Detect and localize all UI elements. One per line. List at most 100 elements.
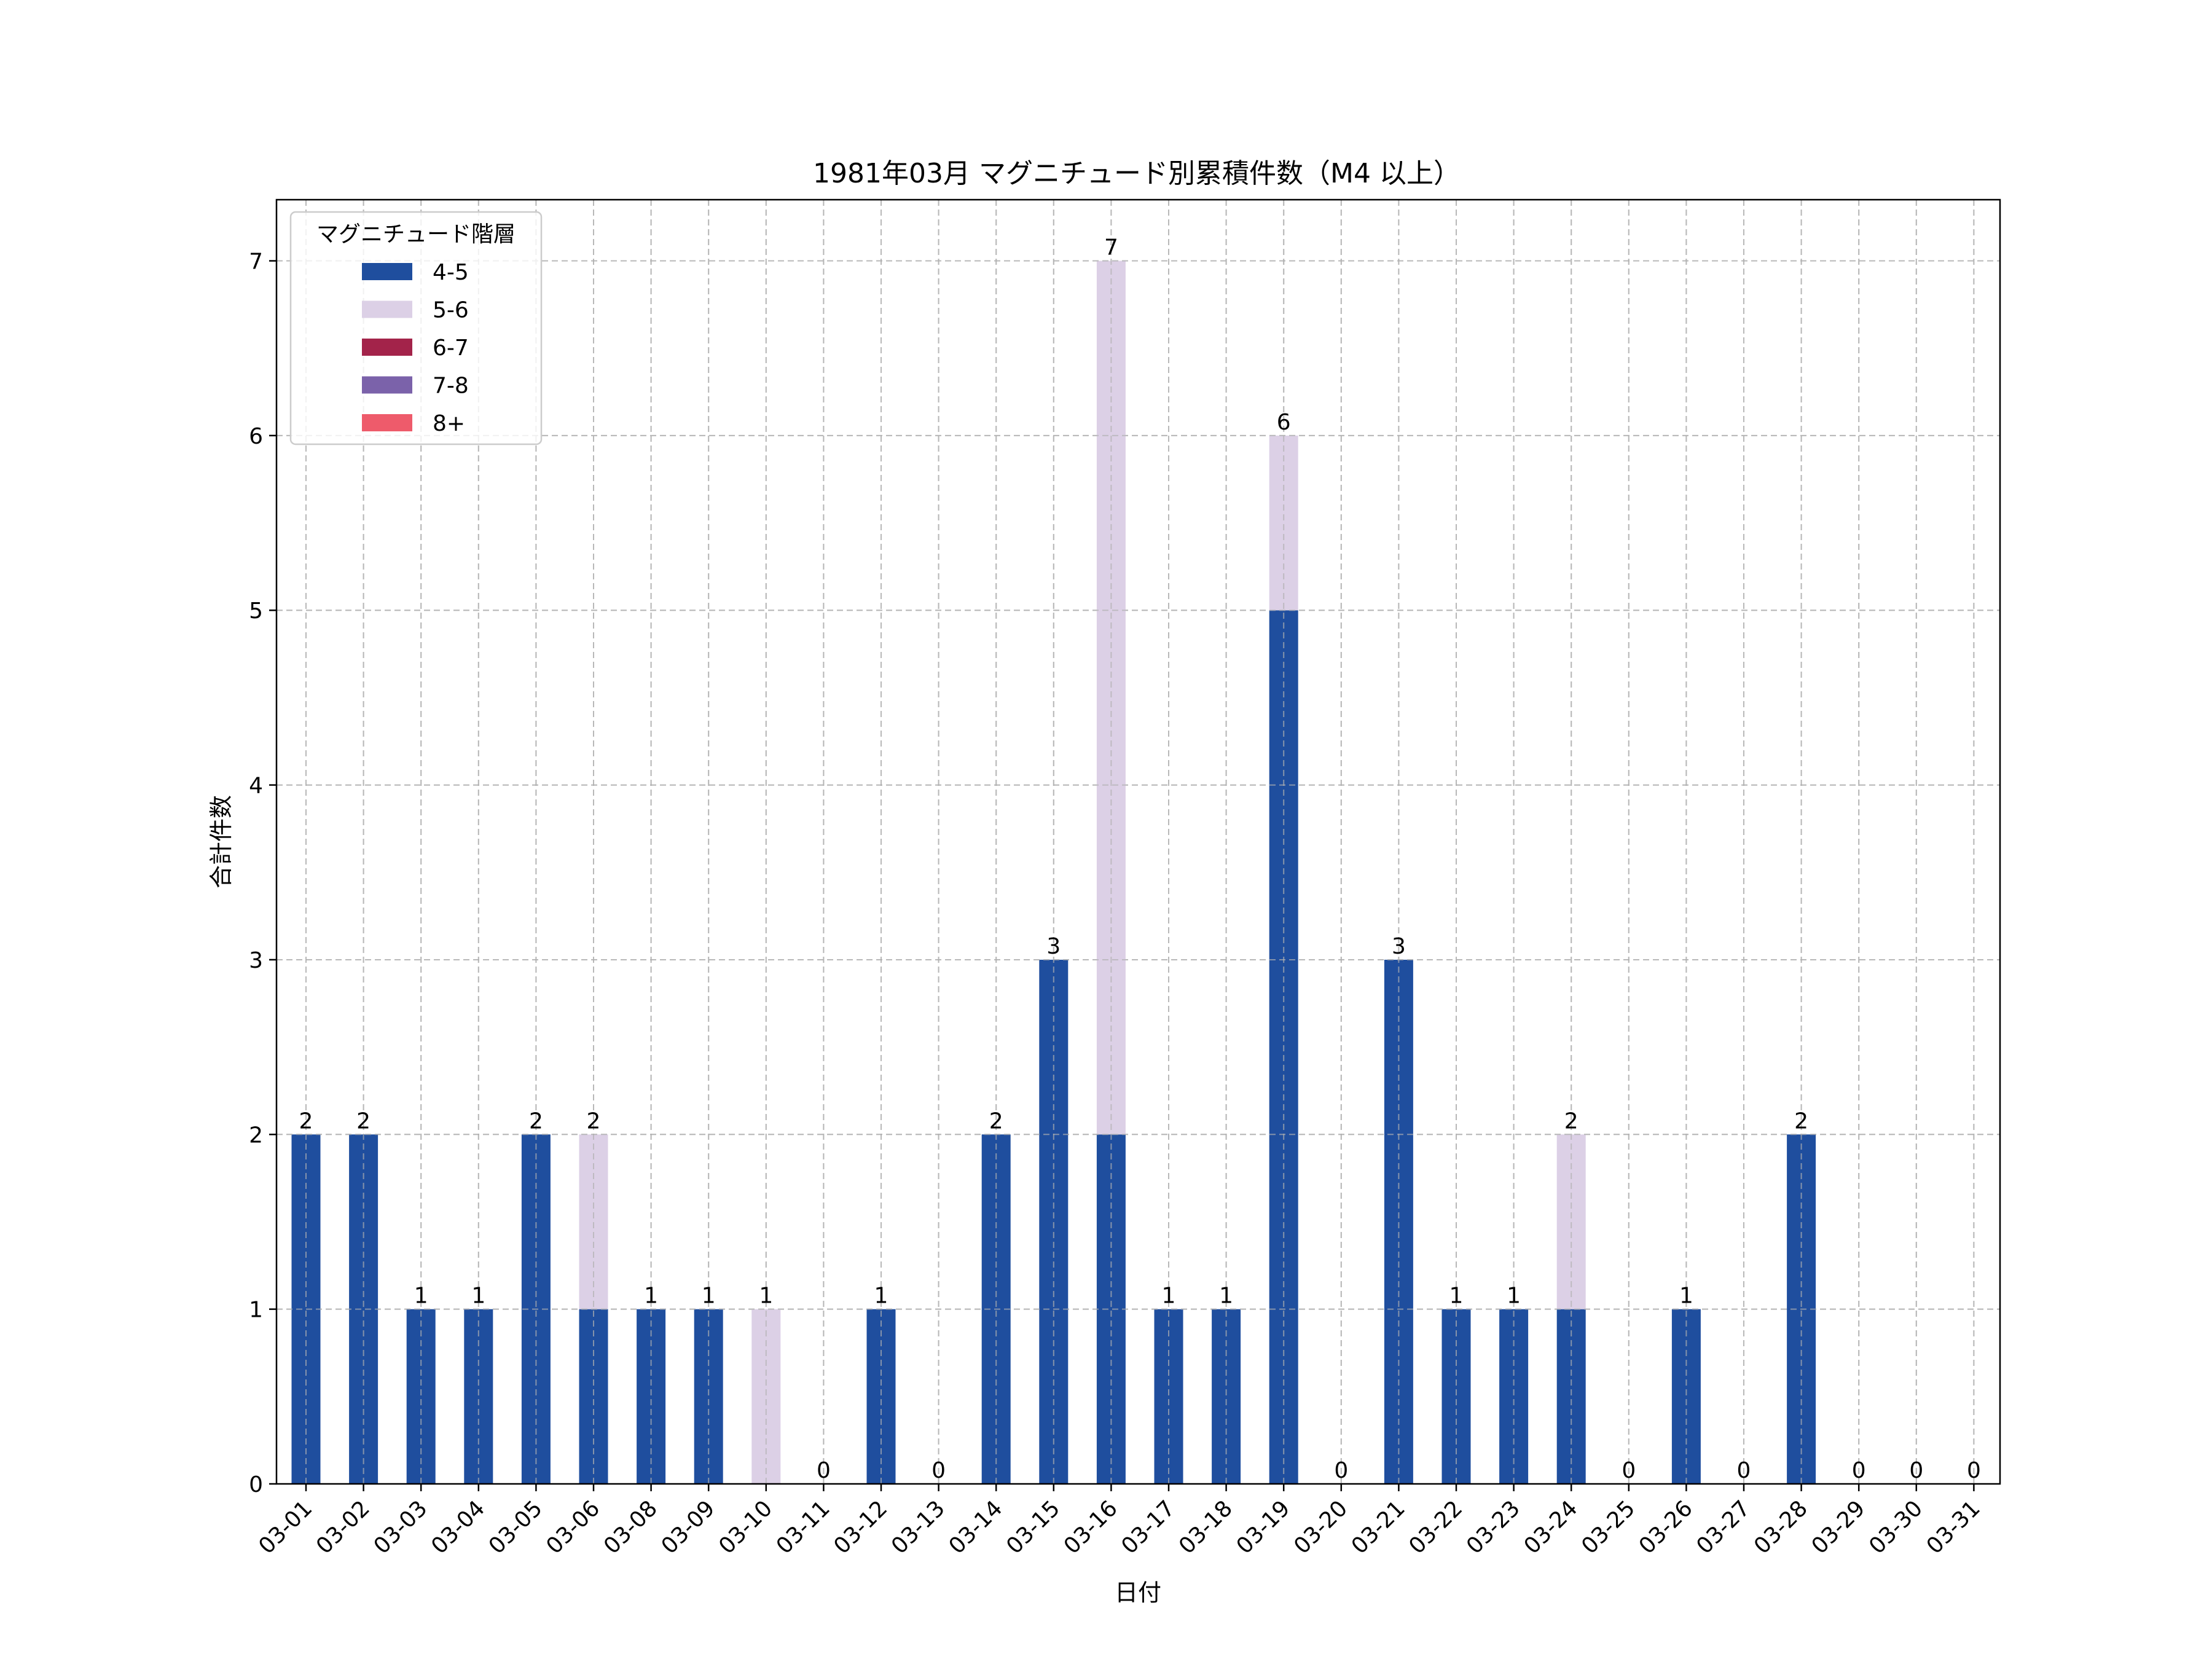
legend-swatch-6-7: [362, 339, 412, 356]
data-label-03-05: 2: [529, 1108, 543, 1134]
bar-5-6-03-19: [1269, 435, 1298, 611]
x-tick-label-03-05: 03-05: [484, 1496, 547, 1559]
x-tick-label-03-25: 03-25: [1577, 1496, 1640, 1559]
data-label-03-10: 1: [759, 1284, 773, 1309]
bar-4-5-03-23: [1499, 1309, 1529, 1484]
y-tick-label: 5: [249, 598, 263, 624]
data-label-03-18: 1: [1219, 1284, 1233, 1309]
data-label-03-31: 0: [1967, 1458, 1981, 1483]
data-label-03-08: 1: [644, 1284, 658, 1309]
data-label-03-24: 2: [1564, 1108, 1579, 1134]
x-tick-label-03-11: 03-11: [772, 1496, 835, 1559]
bar-5-6-03-10: [751, 1309, 781, 1484]
data-label-03-23: 1: [1507, 1284, 1521, 1309]
legend-label-4-5: 4-5: [433, 260, 469, 285]
legend: マグニチュード階層 4-5 5-6 6-7 7-8 8+: [289, 211, 543, 445]
x-tick-label-03-28: 03-28: [1749, 1496, 1813, 1559]
y-tick-label: 1: [249, 1298, 263, 1323]
bar-4-5-03-09: [694, 1309, 723, 1484]
x-axis-label: 日付: [1115, 1579, 1161, 1606]
bar-4-5-03-24: [1556, 1309, 1586, 1484]
y-tick-label: 7: [249, 249, 263, 275]
y-tick-label: 0: [249, 1472, 263, 1497]
legend-title: マグニチュード階層: [316, 222, 516, 247]
legend-swatch-4-5: [362, 263, 412, 280]
data-label-03-09: 1: [702, 1284, 716, 1309]
x-tick-label-03-29: 03-29: [1807, 1496, 1870, 1559]
x-tick-label-03-01: 03-01: [254, 1496, 317, 1559]
y-tick-label: 6: [249, 424, 263, 449]
y-tick-label: 2: [249, 1123, 263, 1148]
x-tick-label-03-27: 03-27: [1692, 1496, 1755, 1559]
x-tick-label-03-18: 03-18: [1174, 1496, 1237, 1559]
bar-4-5-03-18: [1212, 1309, 1241, 1484]
legend-label-5-6: 5-6: [433, 298, 469, 323]
bar-4-5-03-08: [637, 1309, 666, 1484]
x-tick-label-03-06: 03-06: [541, 1496, 605, 1559]
x-tick-label-03-08: 03-08: [599, 1496, 662, 1559]
legend-swatch-8+: [362, 414, 412, 431]
legend-label-6-7: 6-7: [433, 335, 469, 361]
y-axis-ticks: 0 1 2 3 4 5 6 7: [249, 249, 276, 1497]
x-tick-label-03-13: 03-13: [887, 1496, 950, 1559]
legend-box: [289, 211, 543, 445]
data-label-03-06: 2: [587, 1108, 601, 1134]
bar-4-5-03-17: [1154, 1309, 1183, 1484]
data-label-03-03: 1: [414, 1284, 428, 1309]
x-tick-label-03-31: 03-31: [1922, 1496, 1985, 1559]
data-label-03-02: 2: [356, 1108, 371, 1134]
bar-4-5-03-22: [1441, 1309, 1471, 1484]
x-tick-label-03-26: 03-26: [1634, 1496, 1698, 1559]
x-tick-label-03-03: 03-03: [369, 1496, 433, 1559]
x-tick-label-03-04: 03-04: [426, 1496, 490, 1559]
data-label-03-30: 0: [1909, 1458, 1923, 1483]
bar-4-5-03-12: [866, 1309, 896, 1484]
bar-4-5-03-03: [406, 1309, 436, 1484]
data-label-03-12: 1: [874, 1284, 888, 1309]
x-tick-label-03-19: 03-19: [1232, 1496, 1295, 1559]
data-label-03-27: 0: [1737, 1458, 1751, 1483]
x-tick-label-03-23: 03-23: [1462, 1496, 1525, 1559]
x-tick-label-03-14: 03-14: [944, 1496, 1008, 1559]
x-axis-ticks: 03-0103-0203-0303-0403-0503-0603-0803-09…: [254, 1484, 1985, 1559]
x-tick-label-03-10: 03-10: [714, 1496, 777, 1559]
data-label-03-22: 1: [1449, 1284, 1464, 1309]
data-label-03-04: 1: [471, 1284, 485, 1309]
data-label-03-14: 2: [989, 1108, 1003, 1134]
data-label-03-15: 3: [1046, 934, 1061, 959]
x-tick-label-03-12: 03-12: [829, 1496, 892, 1559]
data-label-03-21: 3: [1392, 934, 1406, 959]
bar-4-5-03-04: [464, 1309, 493, 1484]
plot-frame: [275, 198, 2001, 1485]
x-tick-label-03-22: 03-22: [1404, 1496, 1467, 1559]
data-label-03-16: 7: [1104, 235, 1118, 261]
y-tick-label: 4: [249, 774, 263, 799]
legend-swatch-5-6: [362, 300, 412, 318]
data-label-03-19: 6: [1277, 410, 1291, 435]
x-tick-label-03-17: 03-17: [1116, 1496, 1180, 1559]
data-label-03-13: 0: [931, 1458, 946, 1483]
legend-swatch-7-8: [362, 376, 412, 394]
x-tick-label-03-24: 03-24: [1520, 1496, 1583, 1559]
y-axis-label: 合計件数: [208, 795, 235, 888]
legend-label-7-8: 7-8: [433, 374, 469, 399]
x-tick-label-03-20: 03-20: [1289, 1496, 1352, 1559]
x-tick-label-03-30: 03-30: [1864, 1496, 1928, 1559]
data-label-03-11: 0: [817, 1458, 831, 1483]
data-label-03-01: 2: [299, 1108, 313, 1134]
bar-4-5-03-06: [579, 1309, 608, 1484]
data-label-03-28: 2: [1794, 1108, 1808, 1134]
data-label-03-26: 1: [1679, 1284, 1693, 1309]
chart-title: 1981年03月 マグニチュード別累積件数（M4 以上）: [813, 158, 1461, 189]
x-tick-label-03-02: 03-02: [312, 1496, 375, 1559]
x-tick-label-03-21: 03-21: [1347, 1496, 1410, 1559]
data-label-03-20: 0: [1334, 1458, 1348, 1483]
legend-label-8+: 8+: [433, 411, 465, 436]
data-label-03-29: 0: [1852, 1458, 1866, 1483]
x-tick-label-03-16: 03-16: [1059, 1496, 1123, 1559]
x-tick-label-03-09: 03-09: [657, 1496, 720, 1559]
x-tick-label-03-15: 03-15: [1002, 1496, 1065, 1559]
data-label-03-17: 1: [1162, 1284, 1176, 1309]
